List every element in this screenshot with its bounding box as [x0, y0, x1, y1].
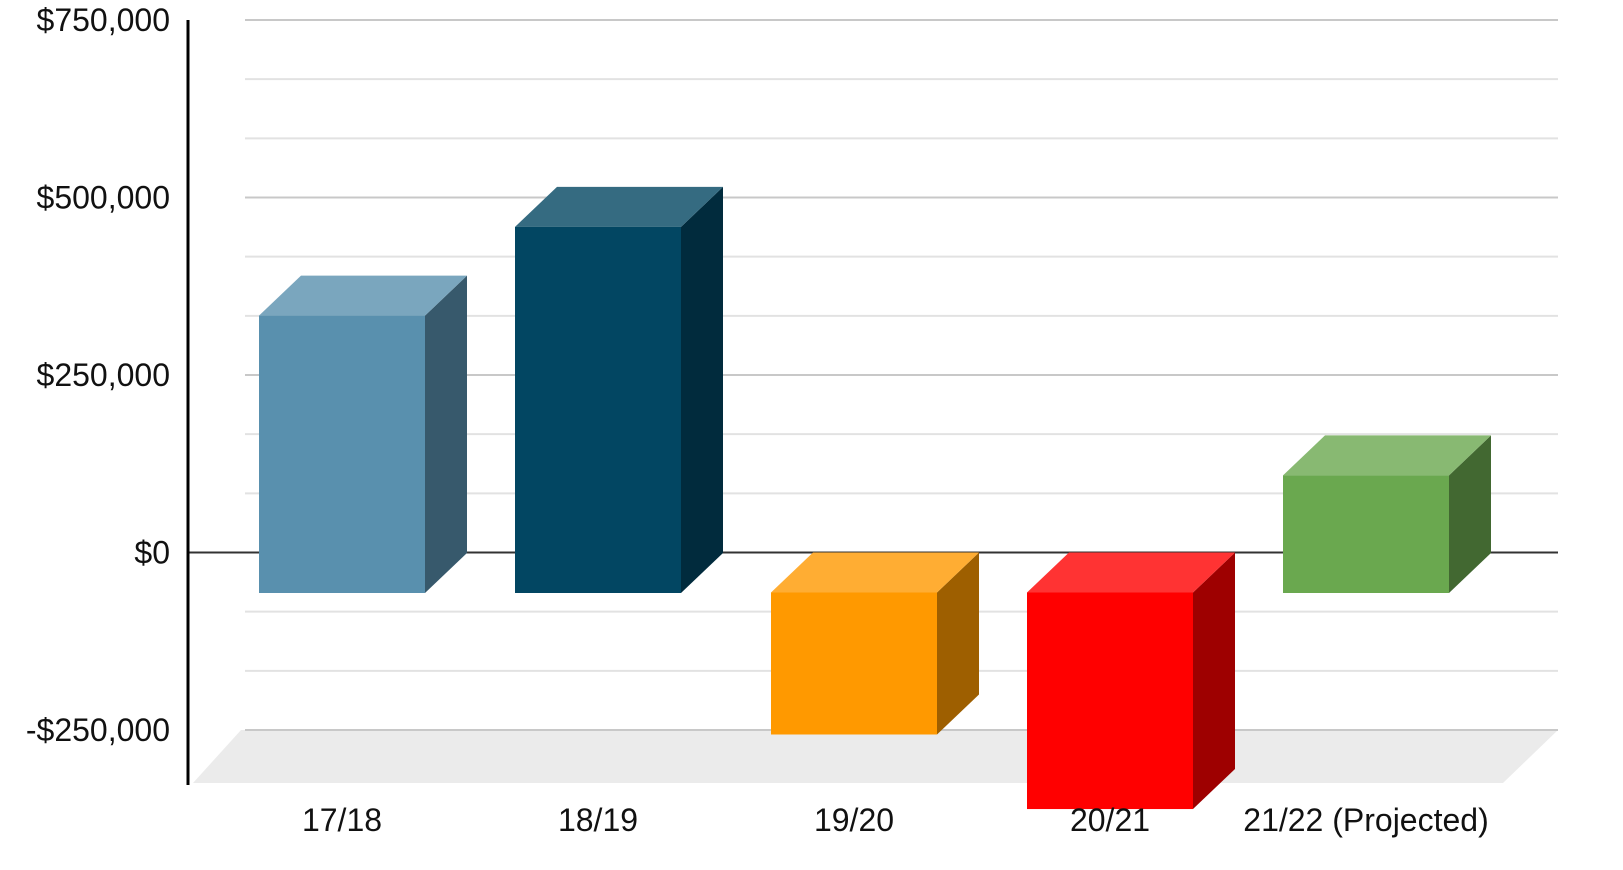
- bars: [259, 186, 1491, 810]
- bar: [1283, 435, 1491, 593]
- x-category-label: 19/20: [814, 802, 894, 838]
- bar-front-face: [259, 315, 425, 593]
- y-tick-label: $500,000: [37, 180, 170, 216]
- y-tick-label: -$250,000: [26, 712, 170, 748]
- chart-floor: [193, 730, 1558, 783]
- bar-side-face: [937, 552, 979, 735]
- bar: [515, 186, 723, 593]
- y-tick-label: $0: [134, 535, 170, 571]
- bar-front-face: [515, 226, 681, 593]
- bar-top-face: [1283, 435, 1491, 476]
- x-category-label: 17/18: [302, 802, 382, 838]
- x-category-label: 20/21: [1070, 802, 1150, 838]
- bar-front-face: [1283, 475, 1449, 593]
- bar-top-face: [1027, 552, 1235, 593]
- x-category-label: 18/19: [558, 802, 638, 838]
- bar: [259, 275, 467, 593]
- y-tick-label: $250,000: [37, 357, 170, 393]
- bar-side-face: [1449, 435, 1491, 593]
- bar-top-face: [259, 275, 467, 316]
- y-axis-tick-labels: $750,000 $500,000 $250,000 $0 -$250,000: [26, 2, 170, 748]
- bar-side-face: [1193, 552, 1235, 810]
- bar-front-face: [771, 592, 937, 735]
- bar: [1027, 552, 1235, 810]
- bar-side-face: [425, 275, 467, 593]
- bar: [771, 552, 979, 735]
- bar-top-face: [771, 552, 979, 593]
- bar-side-face: [681, 186, 723, 593]
- x-category-label: 21/22 (Projected): [1243, 802, 1488, 838]
- bar-top-face: [515, 186, 723, 227]
- bar-front-face: [1027, 592, 1193, 810]
- x-axis-category-labels: 17/18 18/19 19/20 20/21 21/22 (Projected): [302, 802, 1489, 838]
- y-tick-label: $750,000: [37, 2, 170, 38]
